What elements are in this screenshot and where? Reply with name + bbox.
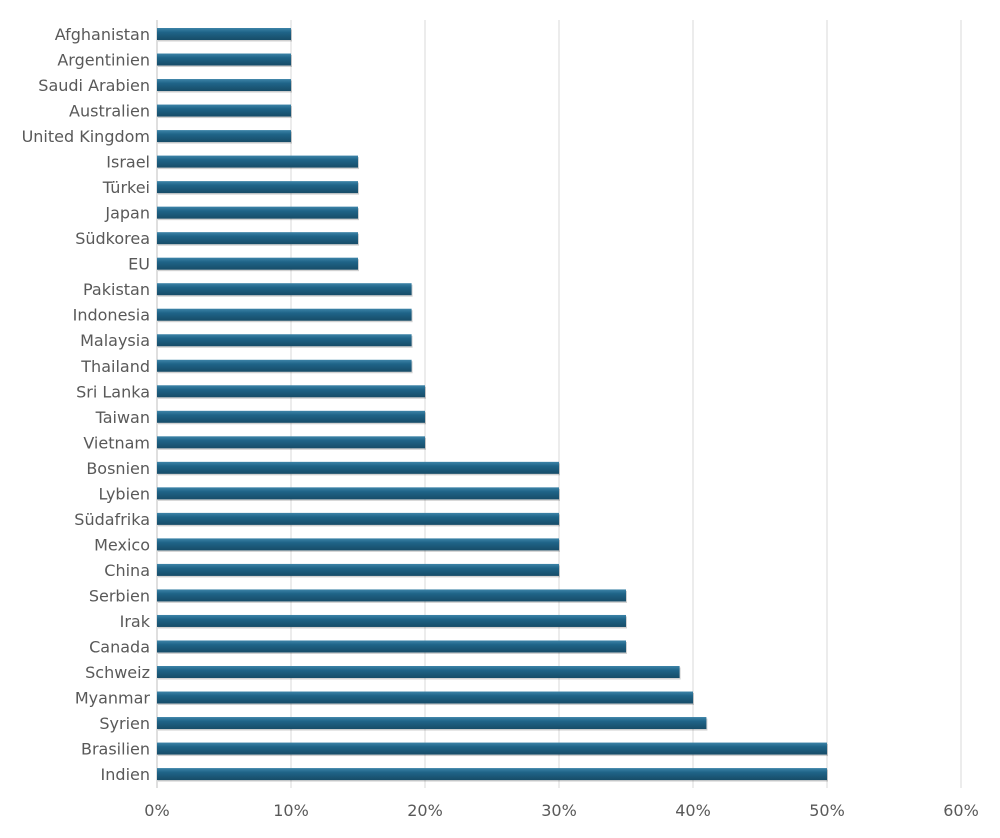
y-tick-label: Afghanistan <box>55 25 150 44</box>
y-tick-label: Australien <box>69 102 150 121</box>
y-tick-label: Südkorea <box>75 229 150 248</box>
y-tick-label: Türkei <box>102 178 150 197</box>
y-tick-label: Malaysia <box>80 331 150 350</box>
y-tick-label: EU <box>128 255 150 274</box>
y-tick-label: Vietnam <box>83 433 150 452</box>
y-tick-label: Irak <box>120 612 151 631</box>
y-tick-label: Indien <box>101 765 150 784</box>
y-tick-label: Saudi Arabien <box>38 76 150 95</box>
y-tick-label: United Kingdom <box>22 127 150 146</box>
x-tick-label: 30% <box>541 801 577 820</box>
bar <box>157 666 680 678</box>
bar <box>157 79 291 92</box>
bar <box>157 28 291 40</box>
y-tick-label: Myanmar <box>75 689 151 708</box>
bar <box>157 563 559 576</box>
y-tick-label: Argentinien <box>57 51 150 70</box>
bar <box>157 614 626 627</box>
y-tick-label: Pakistan <box>83 280 150 299</box>
bar <box>157 53 291 66</box>
y-tick-label: Sri Lanka <box>76 382 150 401</box>
bar <box>157 512 559 525</box>
bar <box>157 691 693 704</box>
y-tick-label: Israel <box>106 153 150 172</box>
bar <box>157 410 425 423</box>
bar <box>157 436 425 449</box>
y-tick-label: Thailand <box>80 357 150 376</box>
bar <box>157 181 358 194</box>
y-tick-label: Mexico <box>94 535 150 554</box>
bar <box>157 308 412 321</box>
y-tick-label: Brasilien <box>81 740 150 759</box>
y-tick-label: Bosnien <box>86 459 150 478</box>
bar <box>157 334 412 347</box>
y-tick-label: Taiwan <box>95 408 150 427</box>
y-tick-label: Japan <box>104 204 150 223</box>
bar <box>157 130 291 143</box>
x-tick-label: 20% <box>407 801 443 820</box>
y-tick-label: Schweiz <box>85 663 150 682</box>
bar <box>157 487 559 500</box>
x-tick-label: 60% <box>943 801 979 820</box>
bar <box>157 385 425 398</box>
bar <box>157 257 358 270</box>
bar <box>157 232 358 245</box>
x-tick-label: 10% <box>273 801 309 820</box>
y-tick-label: Serbien <box>89 586 150 605</box>
bar <box>157 104 291 117</box>
bar <box>157 461 559 474</box>
x-tick-label: 0% <box>144 801 169 820</box>
bar <box>157 768 827 781</box>
bar <box>157 742 827 755</box>
bar <box>157 359 412 372</box>
bar <box>157 206 358 219</box>
bar <box>157 283 412 296</box>
y-tick-label: Canada <box>89 637 150 656</box>
bar <box>157 155 358 168</box>
y-tick-label: Syrien <box>99 714 150 733</box>
y-tick-label: Südafrika <box>74 510 150 529</box>
y-tick-label: China <box>104 561 150 580</box>
bar <box>157 589 626 602</box>
bar <box>157 538 559 551</box>
x-tick-label: 40% <box>675 801 711 820</box>
y-tick-label: Indonesia <box>73 306 150 325</box>
x-tick-label: 50% <box>809 801 845 820</box>
y-tick-label: Lybien <box>99 484 151 503</box>
bar <box>157 717 707 730</box>
bar <box>157 640 626 653</box>
